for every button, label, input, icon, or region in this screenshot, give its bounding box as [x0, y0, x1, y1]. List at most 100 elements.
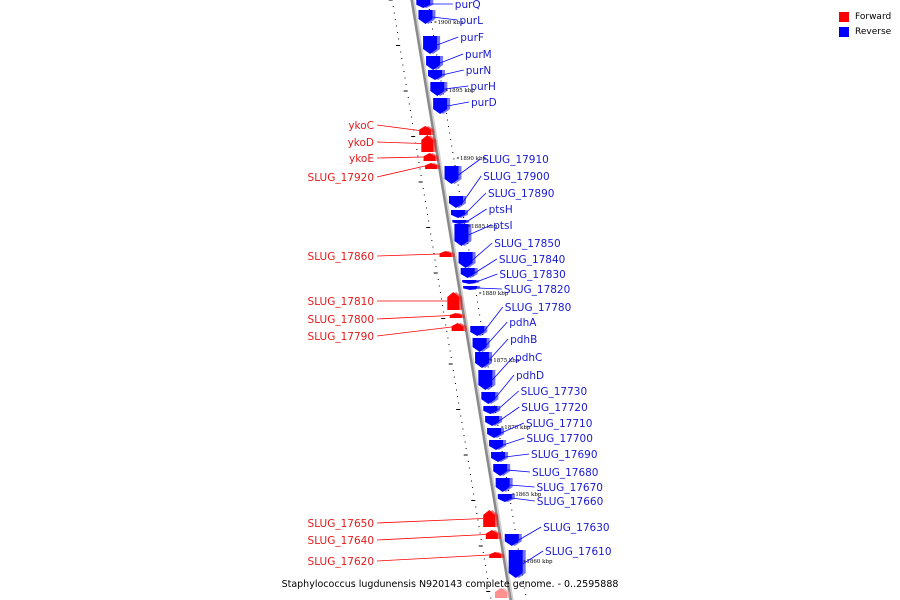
gene-label-slug-17850: SLUG_17850 [494, 238, 560, 250]
gene-label-ptsi: ptsI [493, 220, 512, 232]
gene-pdhc [478, 370, 496, 390]
gene-slug-17900 [448, 196, 466, 208]
gene-pdhb [475, 352, 493, 368]
gene-label-pdhc: pdhC [515, 352, 542, 364]
gene-label-slug-17610: SLUG_17610 [545, 546, 611, 558]
feature-shade [507, 534, 522, 546]
backbone-shadow [411, 0, 514, 600]
feature-shade [436, 98, 451, 114]
gene-label-ptsh: ptsH [489, 204, 513, 216]
gene-leader-line [486, 321, 508, 346]
feature-shade [422, 126, 435, 135]
gene-slug-17910 [444, 166, 462, 184]
gene-label-slug-17810: SLUG_17810 [308, 296, 374, 308]
gene-slug-17620 [489, 552, 505, 558]
gene-label-slug-17790: SLUG_17790 [308, 331, 374, 343]
gene-slug-17650 [483, 510, 499, 527]
gene-ykoc [419, 126, 435, 135]
feature-shade [455, 220, 470, 224]
legend: Forward Reverse [839, 9, 891, 39]
feature-shade [475, 338, 490, 352]
gene-leader-line [511, 497, 535, 502]
gene-labels: ykoC ykoD ykoE SLUG_17920 SLUG_17860 SLUG_178… [308, 0, 612, 568]
gene-leader-line [488, 338, 509, 361]
gene-slug-17800 [449, 313, 465, 318]
gene-slug-17840 [460, 268, 478, 278]
gene-leader-line [472, 242, 493, 261]
gene-slug-17850 [458, 252, 476, 268]
gene-label-slug-17730: SLUG_17730 [521, 386, 587, 398]
reverse-swatch [839, 26, 849, 37]
gene-purf [423, 36, 441, 54]
feature-shade [454, 323, 467, 331]
gene-leader-line [518, 526, 542, 541]
gene-leader-line [507, 469, 531, 473]
feature-shade [488, 530, 501, 539]
feature-shade [478, 352, 493, 368]
feature-shade [488, 416, 503, 426]
position-label: 1885 kbp [471, 224, 498, 230]
gene-label-ykoc: ykoC [348, 120, 374, 132]
feature-shade [433, 82, 448, 96]
gene-slug-17860 [439, 251, 455, 257]
gene-slug-17700 [489, 440, 507, 450]
gene-label-slug-17680: SLUG_17680 [532, 467, 598, 479]
feature-shade [494, 452, 509, 462]
position-label: 1870 kbp [504, 425, 531, 431]
gene-leader-line [376, 141, 422, 144]
gene-leader-line [441, 69, 464, 76]
gene-leader-line [447, 101, 470, 107]
gene-label-ykod: ykoD [348, 137, 374, 149]
gene-label-slug-17690: SLUG_17690 [531, 449, 597, 461]
gene-purd [433, 98, 451, 114]
gene-label-slug-17910: SLUG_17910 [482, 154, 548, 166]
gene-label-pdha: pdhA [509, 317, 537, 329]
gene-leader-line [522, 550, 544, 565]
feature-shade [452, 313, 465, 318]
gene-leader-line [466, 208, 487, 223]
gene-label-slug-17920: SLUG_17920 [308, 172, 374, 184]
gene-slug-17710 [487, 428, 505, 438]
feature-shade [466, 286, 481, 290]
gene-slug-17890 [450, 210, 468, 218]
feature-shade [421, 10, 436, 24]
gene-label-purn: purN [466, 65, 492, 77]
position-label: 1900 kbp [437, 20, 464, 26]
gene-leader-line [376, 554, 490, 562]
gene-label-slug-17820: SLUG_17820 [504, 284, 570, 296]
position-label: 1890 kbp [460, 156, 487, 162]
gene-slug-17830 [462, 280, 480, 284]
gene-label-purf: purF [460, 32, 484, 44]
gene-label-pdhb: pdhB [510, 334, 537, 346]
gene-label-slug-17830: SLUG_17830 [499, 269, 565, 281]
gene-label-pdhd: pdhD [516, 370, 544, 382]
feature-shade [500, 494, 515, 502]
gene-leader-line [464, 192, 487, 215]
gene-leader-line [376, 518, 484, 524]
gene-label-slug-17800: SLUG_17800 [308, 314, 374, 326]
legend-reverse: Reverse [839, 24, 891, 39]
gene-features [416, 0, 526, 598]
gene-label-slug-17720: SLUG_17720 [521, 402, 587, 414]
gene-label-slug-17630: SLUG_17630 [543, 522, 609, 534]
feature-shade [450, 292, 463, 310]
position-label: 1865 kbp [515, 492, 542, 498]
gene-slug-17680 [493, 464, 511, 476]
gene-label-slug-17620: SLUG_17620 [308, 556, 374, 568]
gene-leader-line [458, 158, 481, 176]
feature-shade [463, 268, 478, 278]
gene-label-purh: purH [470, 81, 496, 93]
gene-label-slug-17700: SLUG_17700 [526, 433, 592, 445]
gene-slug-17610 [508, 550, 526, 578]
feature-shade [453, 210, 468, 218]
gene-leader-line [495, 374, 515, 399]
gene-leader-line [436, 36, 459, 46]
gene-purl [418, 10, 436, 24]
gene-pdhd [481, 392, 499, 404]
gene-ptsi [454, 224, 472, 246]
gene-leader-line [497, 390, 519, 411]
gene-leader-line [376, 124, 420, 131]
gene-leader-line [432, 16, 458, 21]
gene-slug-17720 [485, 416, 503, 426]
